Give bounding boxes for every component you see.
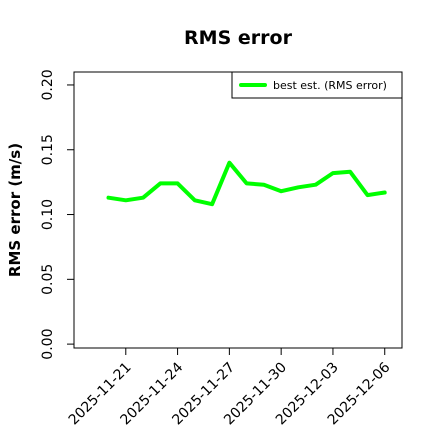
y-tick-label: 0.05 xyxy=(40,264,56,295)
y-tick-label: 0.15 xyxy=(40,134,56,165)
y-axis-label: RMS error (m/s) xyxy=(6,143,24,277)
legend: best est. (RMS error) xyxy=(231,71,403,99)
plot-area xyxy=(73,71,403,349)
x-axis: 2025-11-212025-11-242025-11-272025-11-30… xyxy=(66,348,394,428)
chart-title: RMS error xyxy=(184,27,293,49)
y-axis: 0.00 0.05 0.10 0.15 0.20 xyxy=(40,69,74,360)
y-tick-label: 0.10 xyxy=(40,199,56,230)
y-tick-label: 0.00 xyxy=(40,329,56,360)
y-tick-label: 0.20 xyxy=(40,69,56,100)
legend-label: best est. (RMS error) xyxy=(273,79,387,92)
series-layer xyxy=(106,160,387,207)
series-line xyxy=(106,160,387,207)
